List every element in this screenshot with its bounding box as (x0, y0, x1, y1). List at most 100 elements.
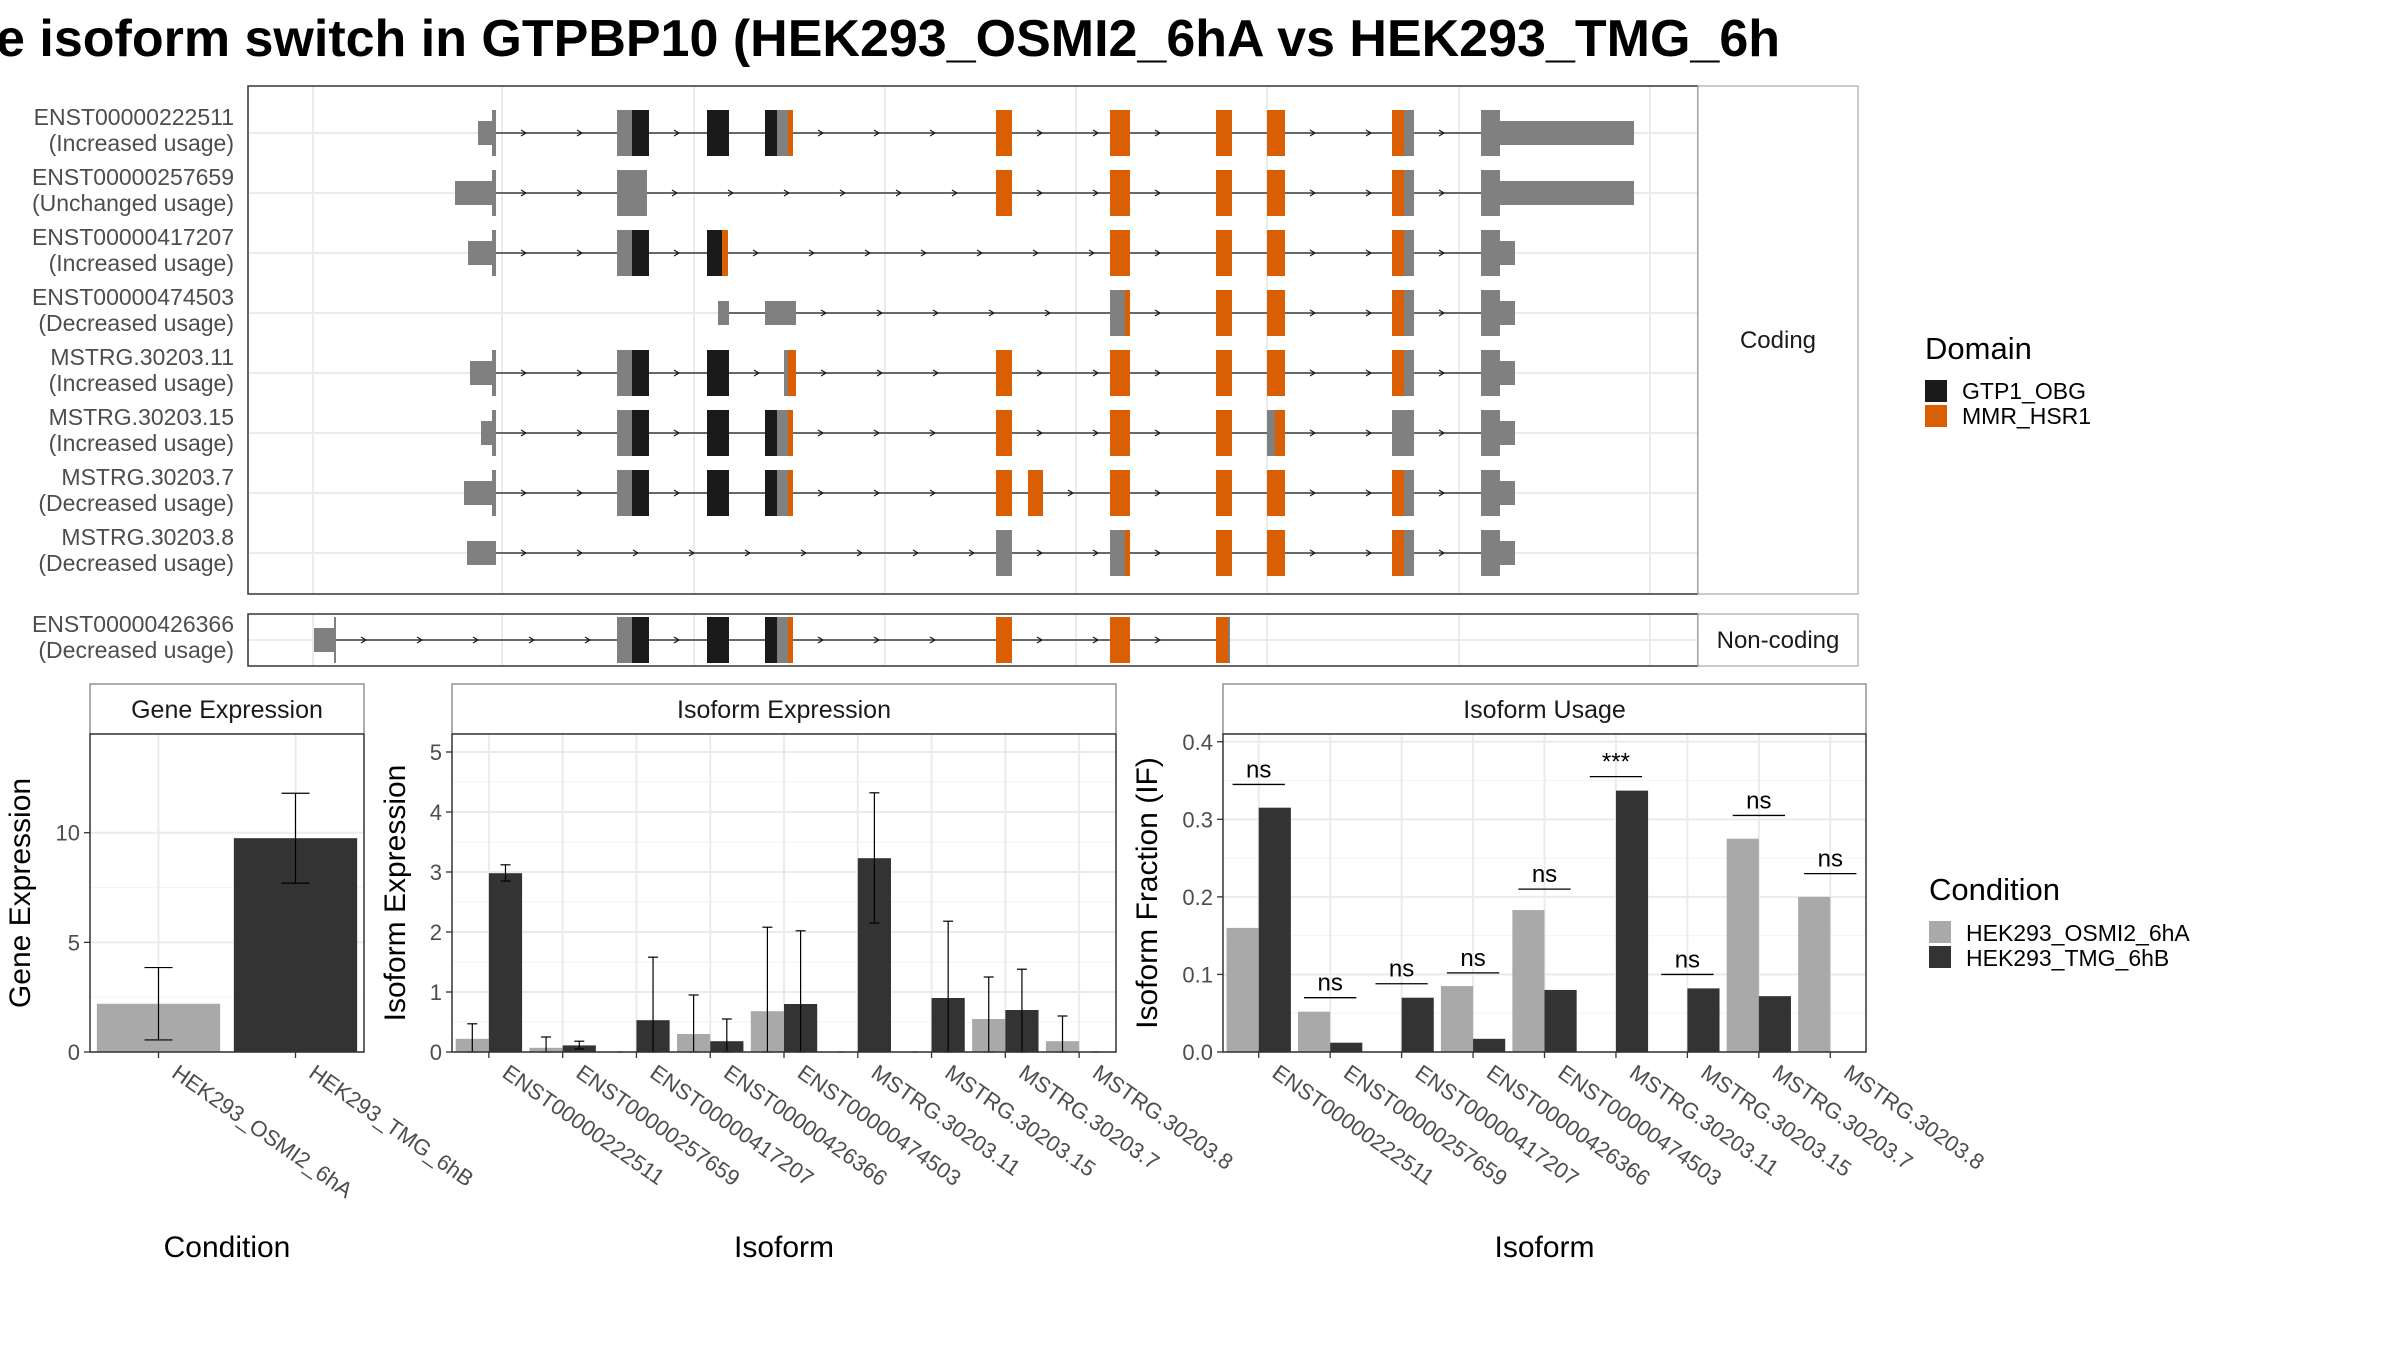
exon-mmr-hsr1 (788, 470, 793, 516)
intron-arrow (783, 189, 791, 197)
exon-mmr-hsr1 (1110, 110, 1130, 156)
intron-arrow (820, 369, 828, 377)
exon-gtp1-obg (765, 410, 777, 456)
bar (1226, 927, 1259, 1052)
exon-utr (765, 301, 796, 325)
transcript-track (464, 470, 1515, 516)
exon-cds (1481, 110, 1500, 156)
intron-arrow (727, 189, 735, 197)
y-tick-label: 3 (430, 860, 442, 885)
exon-utr (1500, 241, 1515, 265)
intron-arrow (800, 549, 808, 557)
intron-arrow (673, 249, 681, 257)
intron-arrow (1036, 636, 1044, 644)
transcript-id-label: ENST00000474503 (32, 284, 234, 310)
intron-arrow (920, 249, 928, 257)
exon-mmr-hsr1 (1216, 230, 1232, 276)
intron-arrow (895, 189, 903, 197)
transcript-track (467, 530, 1515, 576)
y-tick-label: 0 (430, 1040, 442, 1065)
intron-arrow (1154, 129, 1162, 137)
exon-mmr-hsr1 (1392, 290, 1404, 336)
transcript-usage-label: (Increased usage) (49, 130, 234, 156)
exon-cds (1481, 170, 1500, 216)
exon-mmr-hsr1 (1392, 350, 1404, 396)
transcript-usage-label: (Unchanged usage) (32, 190, 234, 216)
intron-arrow (1438, 549, 1446, 557)
chart-title: Gene Expression (131, 696, 323, 724)
exon-mmr-hsr1 (1216, 470, 1232, 516)
intron-arrow (1309, 129, 1317, 137)
exon-cds (1481, 470, 1500, 516)
bar (1798, 896, 1831, 1052)
intron-arrow (1365, 489, 1373, 497)
transcript-id-label: ENST00000417207 (32, 224, 234, 250)
transcript-id-label: ENST00000426366 (32, 611, 234, 637)
y-tick-label: 0.4 (1182, 730, 1213, 755)
intron-arrow (673, 369, 681, 377)
transcript-id-label: MSTRG.30203.15 (49, 404, 234, 430)
exon-cds (492, 350, 496, 396)
exon-mmr-hsr1 (996, 410, 1012, 456)
x-axis-title: Isoform (734, 1231, 834, 1264)
exon-cds (1267, 410, 1275, 456)
intron-arrow (576, 129, 584, 137)
intron-arrow (416, 636, 424, 644)
transcript-track (470, 350, 1515, 396)
intron-arrow (688, 549, 696, 557)
intron-arrow (1044, 309, 1052, 317)
exon-cds (617, 110, 632, 156)
exon-mmr-hsr1 (1392, 530, 1404, 576)
y-tick-label: 5 (68, 930, 80, 955)
exon-utr (470, 361, 492, 385)
bar (1330, 1042, 1363, 1052)
intron-arrow (817, 636, 825, 644)
exon-mmr-hsr1 (1216, 290, 1232, 336)
transcript-usage-label: (Decreased usage) (38, 310, 234, 336)
exon-cds (996, 530, 1012, 576)
intron-arrow (1309, 189, 1317, 197)
exon-gtp1-obg (632, 470, 649, 516)
exon-cds (492, 110, 496, 156)
exon-cds (617, 470, 632, 516)
intron-arrow (1154, 189, 1162, 197)
bar (1401, 997, 1434, 1052)
exon-utr (1500, 421, 1515, 445)
intron-arrow (360, 636, 368, 644)
intron-arrow (876, 369, 884, 377)
exon-utr (464, 481, 492, 505)
exon-mmr-hsr1 (1267, 170, 1285, 216)
intron-arrow (820, 309, 828, 317)
exon-mmr-hsr1 (996, 110, 1012, 156)
intron-arrow (576, 189, 584, 197)
intron-arrow (673, 129, 681, 137)
exon-cds (1404, 110, 1414, 156)
exon-cds (1481, 290, 1500, 336)
chart-strip (1222, 683, 1867, 735)
intron-arrow (1438, 249, 1446, 257)
exon-gtp1-obg (632, 230, 649, 276)
exon-cds (1481, 350, 1500, 396)
exon-cds (617, 170, 647, 216)
exon-cds (1110, 290, 1125, 336)
transcript-track (455, 170, 1634, 216)
coding-strip (1697, 85, 1859, 595)
exon-mmr-hsr1 (996, 350, 1012, 396)
exon-mmr-hsr1 (1216, 530, 1232, 576)
intron-arrow (1438, 129, 1446, 137)
exon-mmr-hsr1 (1392, 170, 1404, 216)
y-tick-label: 10 (56, 821, 80, 846)
intron-arrow (1036, 369, 1044, 377)
exon-mmr-hsr1 (1125, 530, 1130, 576)
exon-gtp1-obg (765, 617, 777, 663)
chart-strip (89, 683, 365, 735)
exon-utr (1500, 481, 1515, 505)
intron-arrow (520, 489, 528, 497)
intron-arrow (1309, 309, 1317, 317)
intron-arrow (1154, 309, 1162, 317)
intron-arrow (576, 489, 584, 497)
intron-arrow (673, 489, 681, 497)
exon-gtp1-obg (707, 110, 729, 156)
exon-mmr-hsr1 (788, 350, 796, 396)
domain-legend-title: Domain (1925, 331, 2032, 366)
